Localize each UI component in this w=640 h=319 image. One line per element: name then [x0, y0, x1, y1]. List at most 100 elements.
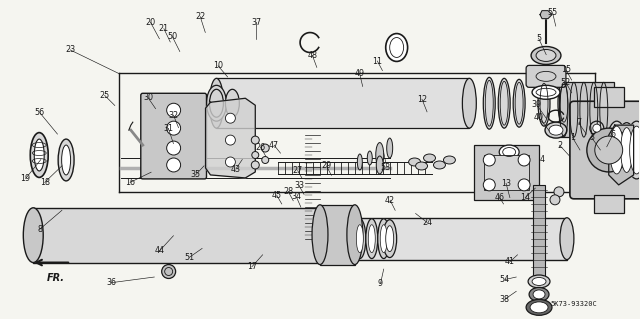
Text: 25: 25: [99, 91, 109, 100]
Text: 43: 43: [231, 165, 241, 174]
Text: 21: 21: [159, 24, 169, 33]
Ellipse shape: [533, 290, 545, 299]
Text: 42: 42: [385, 196, 395, 205]
Ellipse shape: [386, 33, 408, 62]
FancyBboxPatch shape: [141, 93, 207, 179]
Ellipse shape: [368, 225, 375, 253]
Ellipse shape: [366, 219, 378, 259]
Ellipse shape: [378, 219, 390, 259]
Ellipse shape: [498, 78, 510, 128]
Ellipse shape: [383, 220, 397, 257]
Text: 1: 1: [570, 133, 575, 142]
Circle shape: [166, 103, 180, 117]
Bar: [594, 87, 623, 107]
Text: 56: 56: [35, 108, 45, 117]
Bar: [559, 82, 614, 137]
Text: 14: 14: [520, 193, 530, 202]
Text: 51: 51: [184, 253, 195, 262]
Text: 54: 54: [500, 275, 510, 284]
Text: 27: 27: [292, 166, 303, 175]
Ellipse shape: [424, 154, 435, 162]
Text: 22: 22: [195, 12, 205, 21]
Text: 13: 13: [501, 179, 511, 188]
Ellipse shape: [415, 162, 428, 170]
Circle shape: [166, 158, 180, 172]
Circle shape: [252, 161, 259, 169]
Text: 26: 26: [255, 143, 266, 152]
Text: 52: 52: [561, 78, 571, 87]
Ellipse shape: [499, 145, 519, 159]
Ellipse shape: [367, 151, 372, 165]
Text: 23: 23: [65, 45, 76, 55]
Ellipse shape: [529, 287, 549, 301]
Circle shape: [162, 264, 175, 278]
Bar: [33, 208, 332, 263]
Text: 37: 37: [252, 18, 261, 27]
Bar: [328, 218, 567, 260]
Circle shape: [225, 113, 236, 123]
Text: 9: 9: [378, 279, 383, 288]
Ellipse shape: [386, 226, 394, 252]
Ellipse shape: [526, 300, 552, 315]
Text: 38: 38: [500, 295, 510, 304]
Ellipse shape: [61, 145, 70, 175]
Circle shape: [252, 152, 259, 159]
Ellipse shape: [225, 89, 239, 117]
Text: 19: 19: [20, 174, 31, 183]
Ellipse shape: [376, 156, 383, 174]
Circle shape: [550, 195, 560, 205]
Bar: [484, 155, 529, 190]
Text: 20: 20: [145, 18, 156, 27]
Text: 6: 6: [611, 130, 616, 138]
Ellipse shape: [354, 219, 366, 259]
Ellipse shape: [30, 133, 48, 177]
Text: 24: 24: [422, 218, 432, 227]
FancyBboxPatch shape: [526, 65, 566, 87]
Ellipse shape: [321, 218, 335, 260]
Text: 18: 18: [40, 178, 50, 187]
Circle shape: [587, 128, 630, 172]
Text: 50: 50: [167, 32, 177, 41]
Ellipse shape: [376, 143, 384, 167]
Circle shape: [483, 179, 495, 191]
Text: 10: 10: [213, 61, 223, 70]
Text: 44: 44: [154, 247, 164, 256]
Text: 7: 7: [576, 118, 581, 128]
Ellipse shape: [549, 125, 563, 135]
Circle shape: [518, 154, 530, 166]
Polygon shape: [540, 11, 552, 19]
Text: 32: 32: [168, 111, 179, 120]
Ellipse shape: [626, 121, 640, 179]
Circle shape: [252, 136, 259, 144]
Text: 34: 34: [291, 192, 301, 202]
Circle shape: [483, 154, 495, 166]
Circle shape: [225, 157, 236, 167]
Text: 46: 46: [495, 193, 505, 202]
Ellipse shape: [23, 208, 44, 263]
Ellipse shape: [637, 119, 640, 181]
Text: 4: 4: [540, 155, 544, 164]
Text: 11: 11: [372, 56, 382, 65]
Ellipse shape: [558, 81, 570, 125]
Text: 2: 2: [557, 141, 562, 150]
Text: 49: 49: [355, 69, 365, 78]
Ellipse shape: [593, 124, 601, 132]
Text: 55: 55: [547, 8, 557, 17]
Circle shape: [595, 136, 623, 164]
FancyBboxPatch shape: [570, 101, 640, 199]
Ellipse shape: [380, 225, 387, 253]
Ellipse shape: [312, 205, 328, 264]
Text: 47: 47: [269, 141, 279, 150]
Ellipse shape: [387, 138, 393, 158]
Ellipse shape: [630, 126, 640, 174]
Text: 5K73-93320C: 5K73-93320C: [550, 301, 596, 307]
Polygon shape: [609, 125, 634, 185]
Text: 16: 16: [125, 178, 135, 187]
Circle shape: [166, 141, 180, 155]
Text: 28: 28: [283, 187, 293, 196]
Circle shape: [166, 121, 180, 135]
Ellipse shape: [621, 128, 632, 173]
Text: 3: 3: [589, 133, 594, 142]
Text: 36: 36: [106, 278, 116, 287]
Text: 30: 30: [143, 93, 153, 102]
